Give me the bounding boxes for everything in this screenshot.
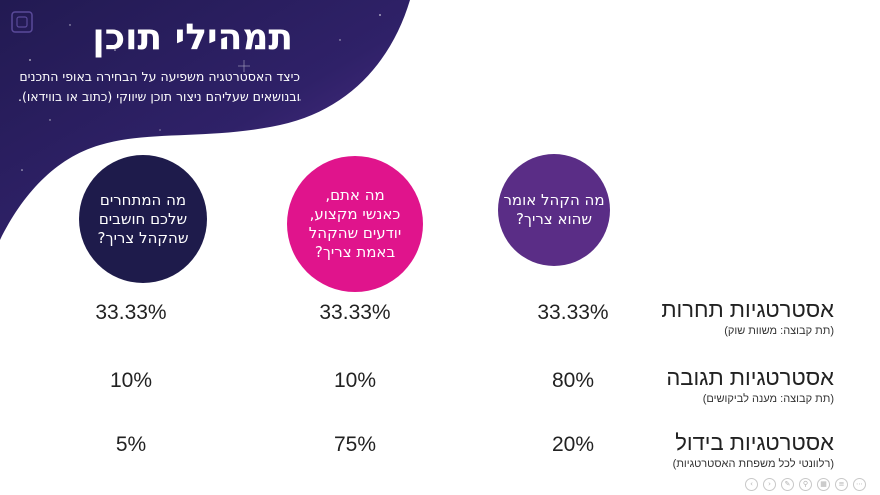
circle-competitors-think: מה המתחרים שלכם חושבים שהקהל צריך? (79, 155, 207, 283)
slide-navigation: ‹ › ✎ ⚲ ▦ ≡ ⋯ (745, 478, 866, 491)
value-cell: 5% (115, 433, 147, 456)
logo-icon (11, 11, 33, 33)
circle-audience-says-text: מה הקהל אומר שהוא צריך? (503, 191, 605, 228)
value-cell: 80% (551, 369, 595, 392)
page-subtitle: כיצד האסטרטגיה משפיעה על הבחירה באופי הת… (17, 69, 300, 104)
next-icon[interactable]: › (763, 478, 776, 491)
row-title: אסטרטגיות בידול (675, 430, 834, 455)
value-cell: 10% (109, 369, 153, 392)
pen-icon[interactable]: ✎ (781, 478, 794, 491)
row-label-differentiation: אסטרטגיות בידול (רלוונטי לכל משפחת האסטר… (614, 429, 834, 471)
more-icon[interactable]: ⋯ (853, 478, 866, 491)
row-title: אסטרטגיות תגובה (666, 365, 834, 390)
zoom-icon[interactable]: ⚲ (799, 478, 812, 491)
circle-audience-says: מה הקהל אומר שהוא צריך? (498, 154, 610, 266)
menu-icon[interactable]: ≡ (835, 478, 848, 491)
value-cell: 20% (551, 433, 595, 456)
row-subtitle: (תת קבוצה: משוות שוק) (724, 325, 834, 337)
value-cell: 75% (333, 433, 377, 456)
row-label-response: אסטרטגיות תגובה (תת קבוצה: מענה לביקושים… (614, 364, 834, 406)
circle-professionals-know: מה אתם, כאנשי מקצוע, יודעים שהקהל באמת צ… (287, 156, 423, 292)
page-title: תמהילי תוכן (92, 17, 293, 58)
prev-icon[interactable]: ‹ (745, 478, 758, 491)
value-cell: 10% (333, 369, 377, 392)
row-subtitle: (תת קבוצה: מענה לביקושים) (702, 393, 834, 405)
row-subtitle: (רלוונטי לכל משפחת האסטרטגיות) (672, 458, 834, 470)
value-cell: 33.33% (95, 301, 167, 324)
row-label-competition: אסטרטגיות תחרות (תת קבוצה: משוות שוק) (614, 296, 834, 338)
circle-competitors-think-text: מה המתחרים שלכם חושבים שהקהל צריך? (97, 190, 189, 247)
grid-icon[interactable]: ▦ (817, 478, 830, 491)
row-title: אסטרטגיות תחרות (661, 297, 834, 322)
circle-professionals-know-text: מה אתם, כאנשי מקצוע, יודעים שהקהל באמת צ… (308, 186, 402, 261)
value-cell: 33.33% (319, 301, 391, 324)
value-cell: 33.33% (537, 301, 609, 324)
